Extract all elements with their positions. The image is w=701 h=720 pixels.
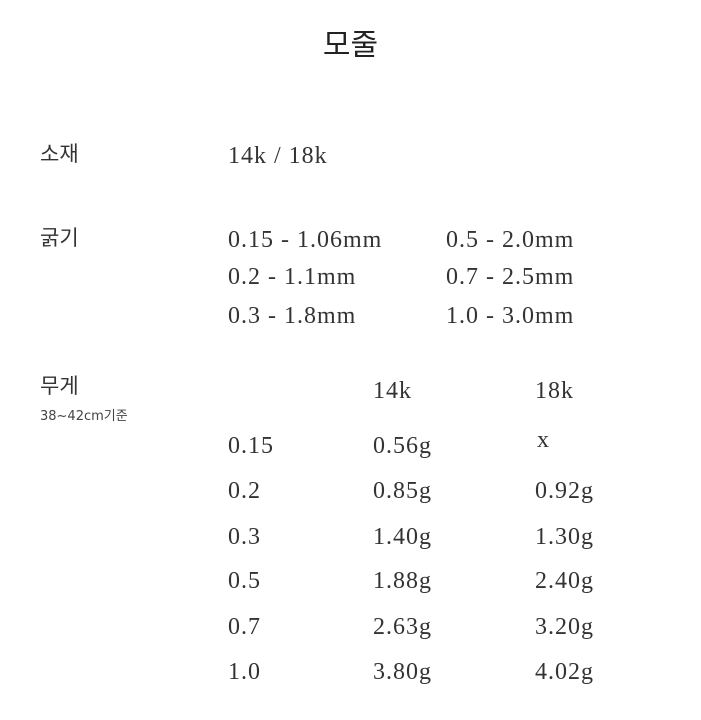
weight-label: 무게 (40, 374, 79, 398)
thickness-range: 0.2 - 1.1mm (228, 264, 357, 290)
weight-14k: 3.80g (373, 659, 432, 685)
header-18k: 18k (535, 378, 574, 404)
thickness-label: 굵기 (40, 226, 79, 250)
weight-size: 0.15 (228, 433, 274, 459)
page-title: 모줄 (322, 28, 379, 63)
weight-size: 1.0 (228, 659, 261, 685)
thickness-range: 0.15 - 1.06mm (228, 227, 383, 253)
material-label: 소재 (40, 142, 79, 166)
material-value: 14k / 18k (228, 143, 328, 169)
weight-14k: 0.56g (373, 433, 432, 459)
thickness-range: 0.7 - 2.5mm (446, 264, 575, 290)
weight-size: 0.7 (228, 614, 261, 640)
header-14k: 14k (373, 378, 412, 404)
weight-18k: 3.20g (535, 614, 594, 640)
weight-14k: 1.88g (373, 568, 432, 594)
weight-14k: 2.63g (373, 614, 432, 640)
weight-18k: 4.02g (535, 659, 594, 685)
weight-size: 0.2 (228, 478, 261, 504)
weight-size: 0.5 (228, 568, 261, 594)
weight-size: 0.3 (228, 524, 261, 550)
thickness-range: 0.3 - 1.8mm (228, 303, 357, 329)
weight-14k: 1.40g (373, 524, 432, 550)
weight-18k: 2.40g (535, 568, 594, 594)
weight-18k: 0.92g (535, 478, 594, 504)
thickness-range: 0.5 - 2.0mm (446, 227, 575, 253)
weight-18k: x (537, 427, 550, 453)
thickness-range: 1.0 - 3.0mm (446, 303, 575, 329)
weight-18k: 1.30g (535, 524, 594, 550)
weight-14k: 0.85g (373, 478, 432, 504)
weight-note: 38~42cm기준 (40, 409, 128, 424)
